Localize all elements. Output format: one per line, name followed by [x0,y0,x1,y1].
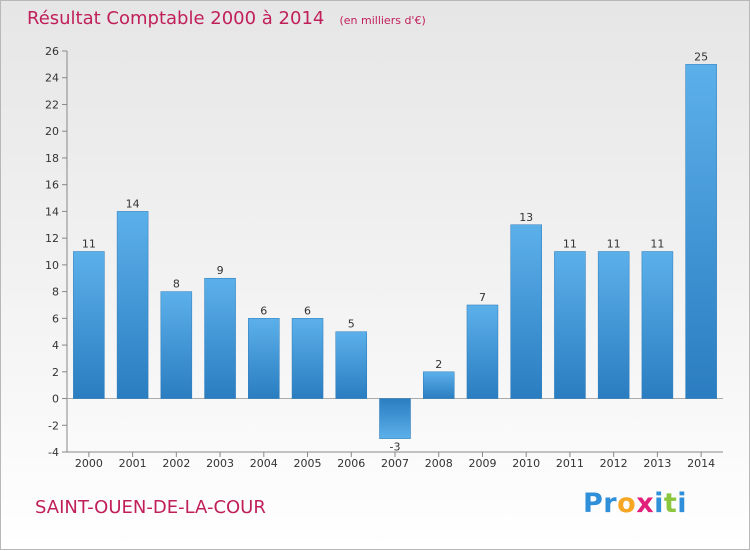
bar-2000 [73,251,105,399]
data-label-2003: 9 [217,264,224,277]
x-tick-label: 2014 [687,457,715,470]
x-tick-label: 2002 [162,457,190,470]
bar-2003 [204,277,236,399]
bar-2011 [554,251,586,399]
data-label-2013: 11 [650,238,664,251]
bar-2001 [116,211,149,399]
y-tick-label: -4 [48,446,59,459]
data-label-2010: 13 [519,211,533,224]
y-tick-label: 12 [45,232,59,245]
data-label-2004: 6 [260,304,267,317]
x-tick-label: 2009 [468,457,496,470]
y-tick-label: -2 [48,419,59,432]
data-label-2001: 14 [126,197,140,210]
x-tick-label: 2013 [643,457,671,470]
bar-2004 [248,318,280,399]
y-tick-label: 26 [45,45,59,58]
data-label-2000: 11 [82,238,96,251]
y-tick-label: 8 [52,286,59,299]
bar-2007 [379,398,411,439]
bar-2005 [291,318,324,399]
x-tick-label: 2010 [512,457,540,470]
x-tick-label: 2004 [250,457,278,470]
logo-letter: r [603,488,618,519]
x-tick-label: 2000 [75,457,103,470]
logo-letter: P [583,488,604,519]
bar-2006 [335,331,368,399]
proxiti-logo: Proxiti [583,488,687,519]
bar-2002 [160,291,193,399]
bar-2012 [597,251,630,399]
y-tick-label: 0 [52,393,59,406]
x-tick-label: 2003 [206,457,234,470]
y-tick-label: 10 [45,259,59,272]
y-tick-label: 20 [45,125,59,138]
logo-letter: t [663,488,678,519]
x-tick-label: 2001 [119,457,147,470]
y-tick-label: 16 [45,179,59,192]
y-tick-label: 4 [52,339,59,352]
logo-letter: o [617,488,637,519]
commune-name: SAINT-OUEN-DE-LA-COUR [35,497,266,518]
bar-2008 [422,371,455,399]
chart-title-block: Résultat Comptable 2000 à 2014 (en milli… [27,8,426,29]
data-label-2009: 7 [479,291,486,304]
data-label-2012: 11 [607,238,621,251]
data-label-2007: -3 [390,441,401,454]
y-tick-label: 2 [52,366,59,379]
data-label-2002: 8 [173,278,180,291]
bar-2014 [685,64,717,399]
data-label-2008: 2 [435,358,442,371]
bar-2013 [641,251,674,399]
data-label-2006: 5 [348,318,355,331]
chart-subtitle: (en milliers d'€) [339,14,426,27]
bar-2010 [510,224,542,399]
y-tick-label: 18 [45,152,59,165]
x-tick-label: 2008 [425,457,453,470]
y-tick-label: 6 [52,312,59,325]
y-tick-label: 24 [45,72,59,85]
data-label-2014: 25 [694,50,708,63]
data-label-2011: 11 [563,238,577,251]
logo-letter: i [677,488,688,519]
data-label-2005: 6 [304,304,311,317]
x-tick-label: 2007 [381,457,409,470]
x-tick-label: 2012 [600,457,628,470]
logo-letter: x [636,488,655,519]
y-tick-label: 14 [45,205,59,218]
bar-2009 [466,304,499,399]
chart-title: Résultat Comptable 2000 à 2014 [27,8,325,29]
x-tick-label: 2011 [556,457,584,470]
x-tick-label: 2006 [337,457,365,470]
y-tick-label: 22 [45,98,59,111]
logo-letter: i [654,488,664,519]
x-tick-label: 2005 [294,457,322,470]
